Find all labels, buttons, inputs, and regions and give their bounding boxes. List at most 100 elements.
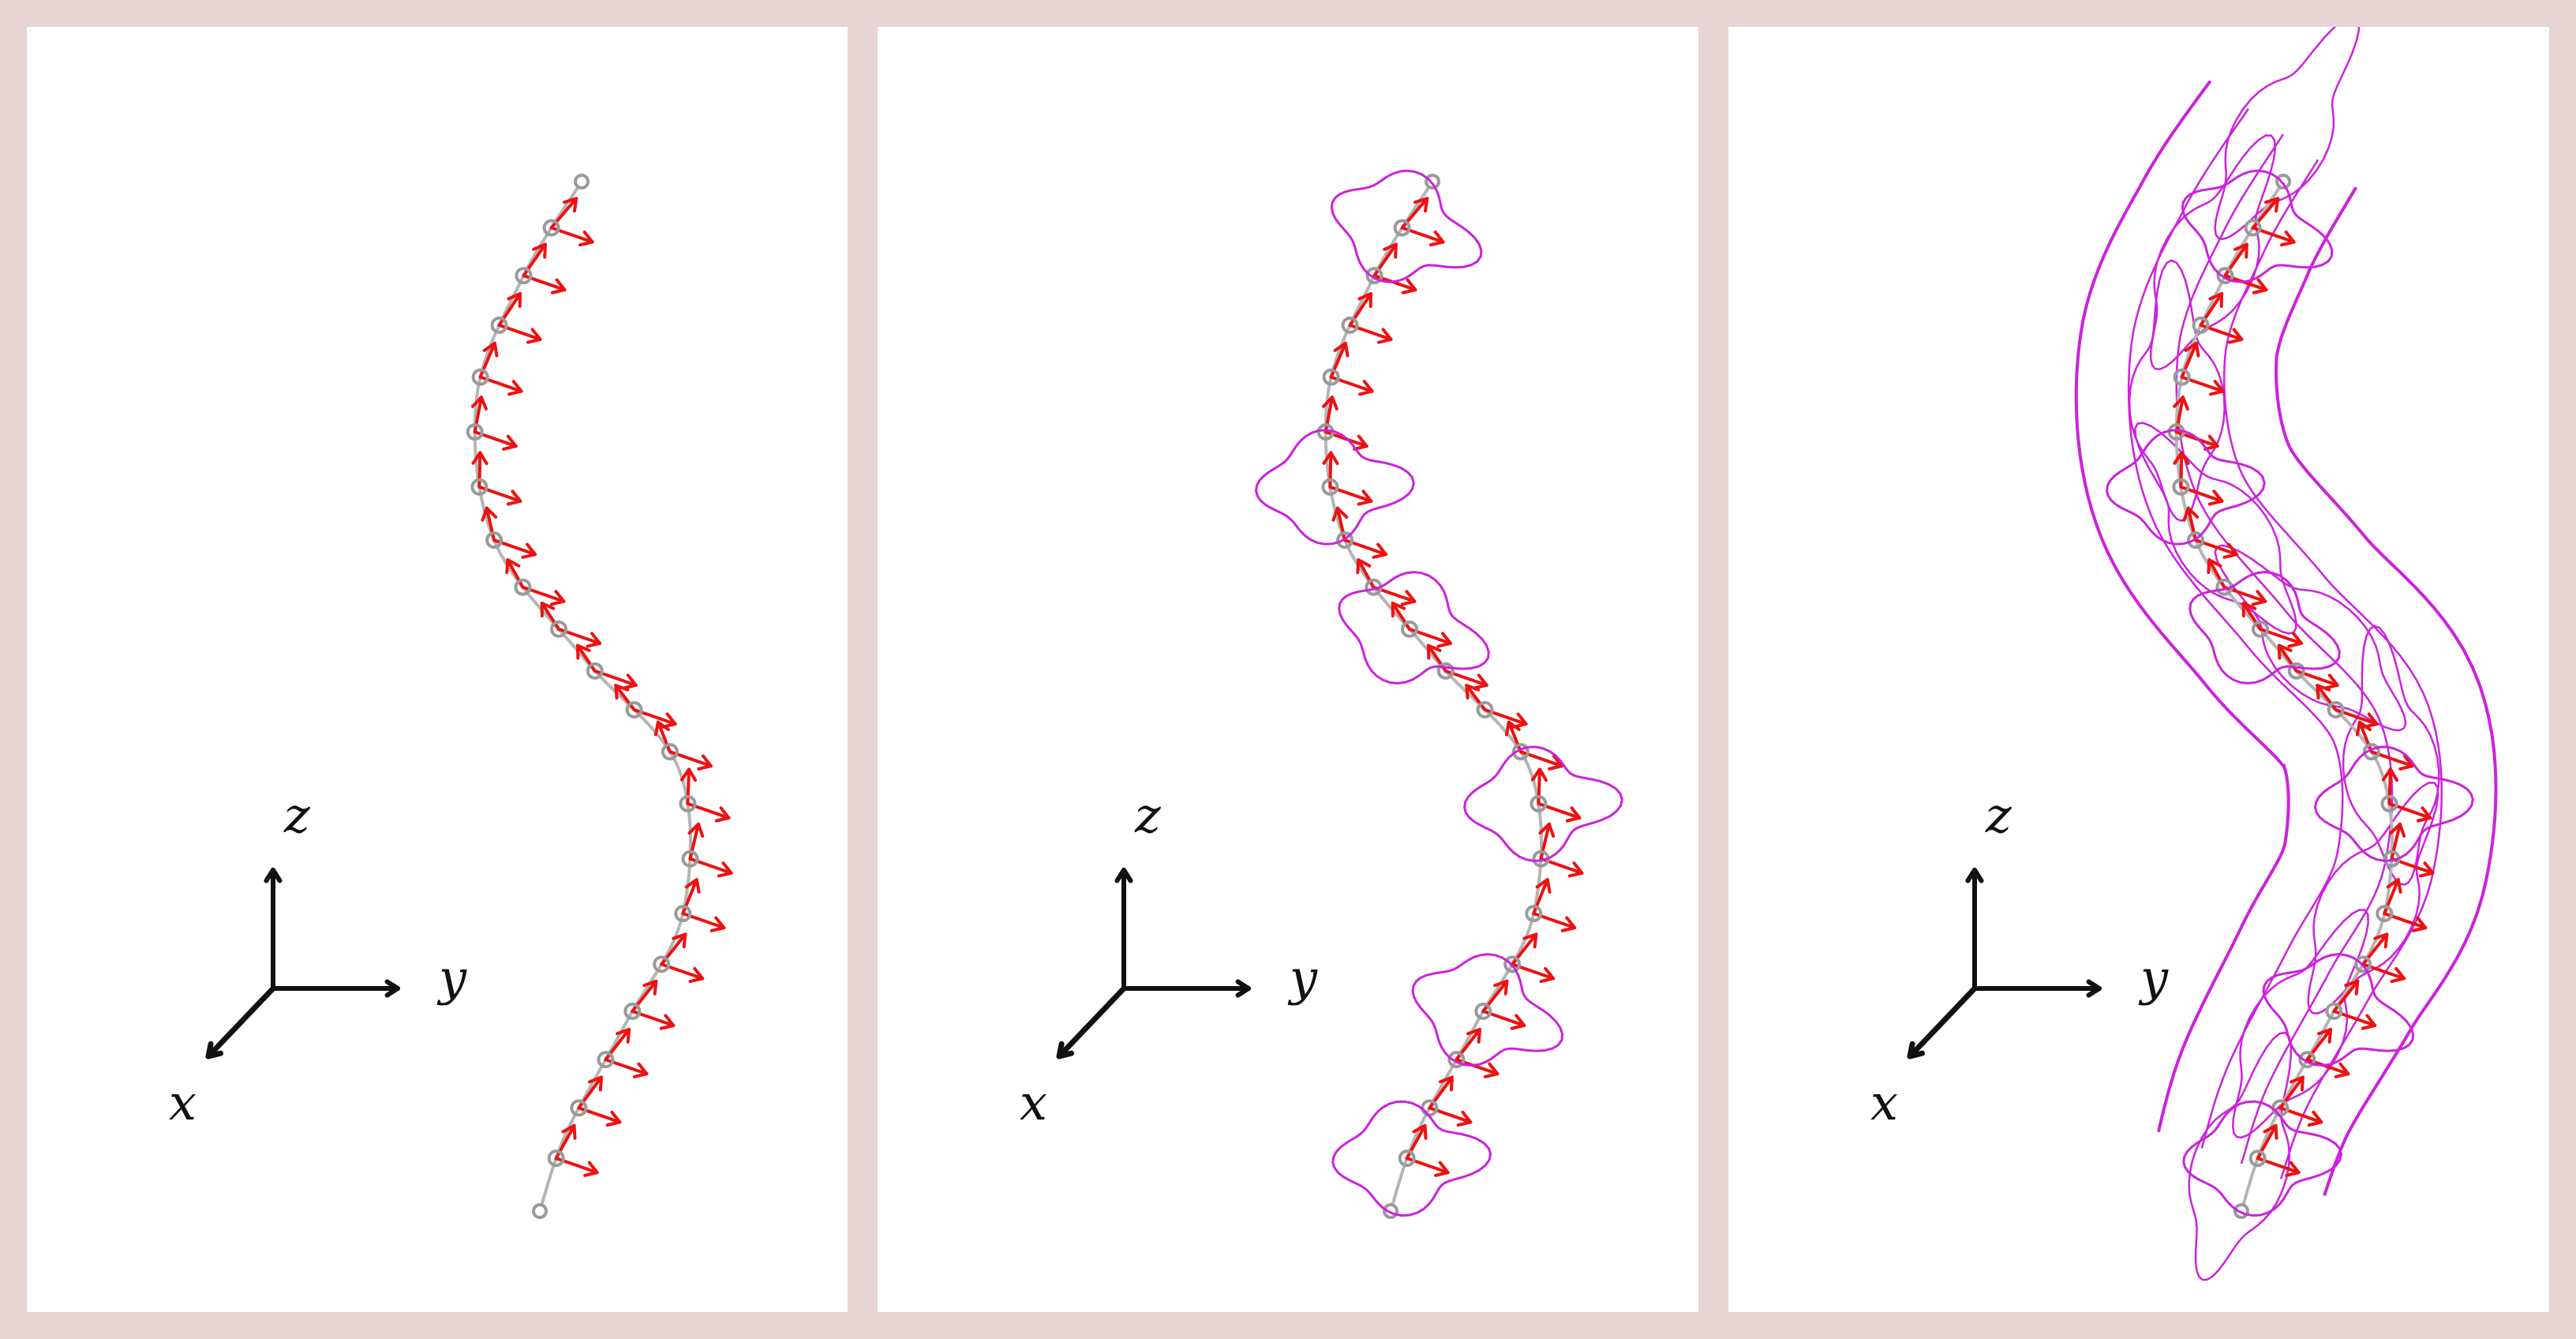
curve-node [1336, 531, 1354, 549]
normal-arrowhead [659, 1014, 676, 1030]
frame-glyph [1532, 878, 1577, 932]
frame-glyph [554, 1123, 599, 1177]
curve-node [2287, 662, 2305, 680]
tube-ring [2231, 909, 2369, 1139]
normal-arrowhead [549, 590, 566, 606]
frame-glyph [1481, 979, 1526, 1030]
tangent-arrowhead [2207, 558, 2222, 575]
tube-ring [2128, 259, 2226, 522]
tangent-arrow-icon [2357, 720, 2373, 754]
tangent-arrowhead [2389, 822, 2406, 838]
cross-section-blob [2105, 429, 2266, 546]
coordinate-axes: z y x [1870, 786, 2169, 1131]
curve-node [1398, 1150, 1416, 1168]
axis-label-x: x [169, 1074, 197, 1131]
curve-node [586, 662, 604, 680]
frame-glyph [1455, 1027, 1500, 1078]
normal-arrowhead [2222, 542, 2239, 559]
normal-arrowhead [1376, 328, 1393, 344]
normal-arrowhead [2203, 434, 2219, 451]
curve-nodes [1316, 174, 1550, 1219]
curve-node [490, 316, 508, 334]
curve-node [2187, 531, 2205, 549]
frame-glyph [631, 979, 676, 1030]
tangent-arrowhead [1504, 720, 1521, 737]
frame-glyph [471, 396, 518, 451]
tangent-arrowhead [2233, 242, 2248, 259]
tangent-arrowhead [2373, 932, 2389, 949]
tangent-arrow-icon [614, 684, 636, 712]
cross-section-blob [2262, 953, 2415, 1067]
diagram-canvas: z y x [1870, 27, 2498, 1281]
x-axis-arrow-icon [1056, 985, 1127, 1060]
tangent-arrow-icon [1391, 602, 1411, 631]
frame-arrows [471, 197, 733, 1177]
curve-node [681, 850, 699, 868]
curve-node [2192, 316, 2210, 334]
tube-ring [2342, 624, 2440, 887]
frame-arrows [1322, 197, 1584, 1177]
curve-node [515, 267, 533, 285]
normal-arrowhead [2361, 1014, 2377, 1030]
normal-arrowhead [1565, 806, 1582, 823]
tube-ring [2307, 782, 2439, 1015]
cross-sections [2105, 169, 2474, 1217]
curve-node [597, 1051, 615, 1069]
frame-arrows [2173, 197, 2435, 1177]
frame-glyph [604, 1027, 649, 1078]
cross-section-blob [2188, 571, 2341, 685]
centerline-curve [473, 180, 692, 1212]
axis-label-x: x [1020, 1074, 1047, 1131]
tangent-arrowhead [614, 684, 630, 700]
y-axis-arrowhead [2086, 979, 2102, 998]
x-axis-arrow-icon [205, 985, 276, 1060]
curve-node [1400, 620, 1418, 638]
tangent-arrowhead [1538, 822, 1556, 838]
tube-longitudinal-line [2074, 80, 2290, 1133]
tangent-arrowhead [672, 932, 687, 949]
curve-node [1425, 174, 1440, 189]
tangent-arrowhead [2317, 1027, 2333, 1044]
normal-arrowhead [2398, 754, 2414, 771]
curve-node [2172, 478, 2190, 496]
tangent-arrowhead [2355, 720, 2372, 737]
normal-arrowhead [2207, 489, 2224, 506]
normal-arrowhead [1429, 231, 1445, 247]
tangent-arrowhead [2263, 197, 2280, 213]
tangent-arrowhead [1522, 932, 1538, 949]
tangent-arrowhead [505, 558, 521, 575]
normal-arrowhead [507, 380, 523, 396]
coordinate-axes: z y x [169, 786, 467, 1131]
curve-node [1476, 701, 1494, 719]
tangent-arrowhead [1535, 878, 1552, 894]
tangent-arrowhead [2208, 291, 2224, 308]
normal-arrowhead [2411, 916, 2428, 932]
diagram-canvas: z y x [1020, 169, 1623, 1219]
tube-surface [2074, 27, 2498, 1281]
curve-node [1365, 267, 1383, 285]
normal-arrowhead [2323, 673, 2339, 690]
curve-node [2325, 1002, 2343, 1020]
curve-node [674, 905, 692, 923]
normal-arrowhead [2363, 712, 2379, 729]
tube-longitudinal-line [2275, 186, 2498, 1196]
tangent-arrowhead [2173, 451, 2190, 466]
tangent-arrow-icon [1507, 720, 1522, 754]
curve-node [2244, 219, 2262, 237]
normal-arrowhead [2390, 966, 2406, 984]
tangent-arrowhead [1426, 643, 1442, 660]
normal-arrowhead [1401, 278, 1417, 294]
curve-node [1341, 316, 1359, 334]
tangent-arrowhead [2263, 1123, 2278, 1140]
tangent-arrowhead [616, 1027, 631, 1044]
frame-glyph [1329, 341, 1374, 396]
normal-arrowhead [550, 278, 567, 294]
curve-node [1321, 478, 1339, 496]
curve-node [2216, 267, 2234, 285]
curve-nodes [466, 174, 699, 1219]
tangent-arrowhead [1530, 767, 1548, 782]
tangent-arrowhead [2182, 506, 2200, 522]
tangent-arrowhead [1357, 291, 1373, 308]
x-axis-arrowhead [1907, 1041, 1926, 1060]
normal-arrowhead [502, 434, 518, 451]
